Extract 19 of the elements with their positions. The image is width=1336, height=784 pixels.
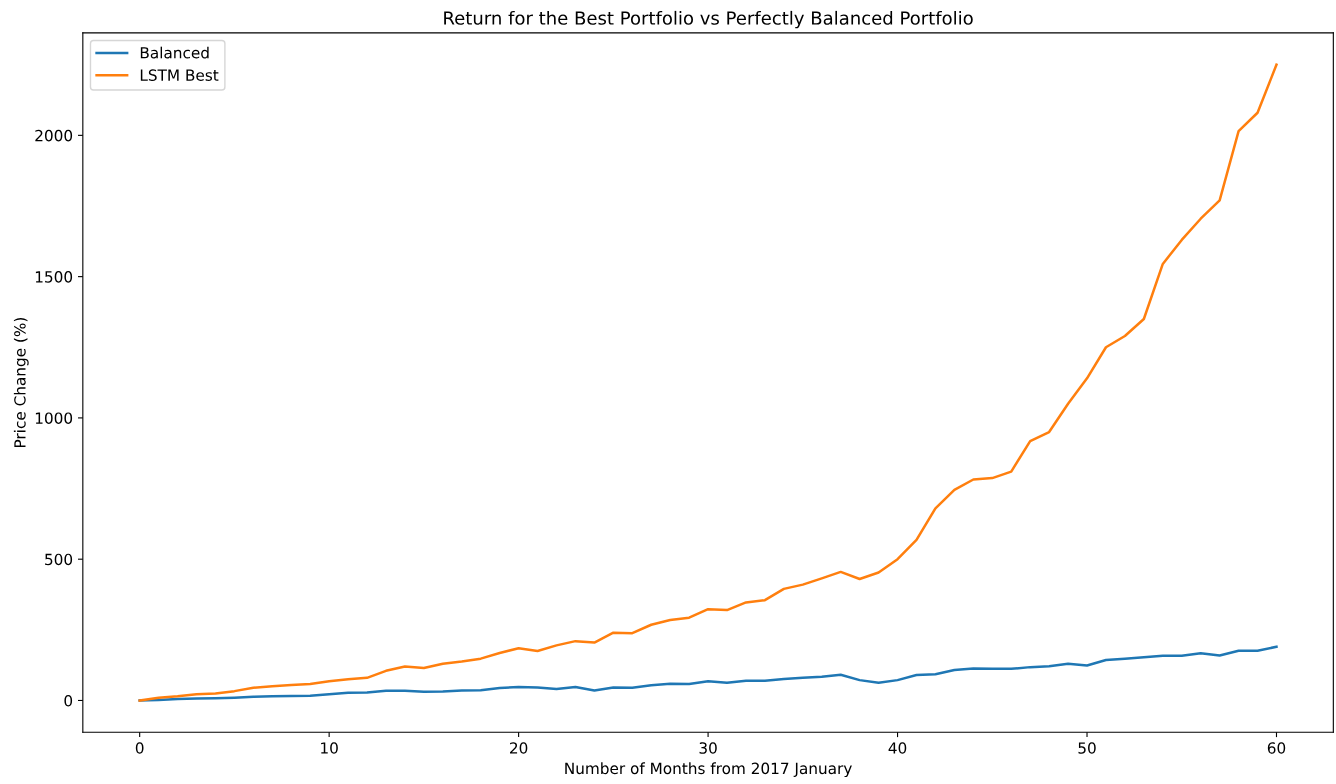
line-series <box>138 645 1278 702</box>
y-tick-label: 2000 <box>35 129 73 142</box>
y-tick-label: 0 <box>64 694 73 707</box>
chart-title: Return for the Best Portfolio vs Perfectly Balanced Portfolio <box>444 10 973 29</box>
legend-label: Balanced <box>140 46 209 59</box>
x-tick-label: 0 <box>135 742 144 754</box>
x-tick-label: 20 <box>510 742 528 754</box>
x-tick-label: 40 <box>888 742 907 754</box>
x-tick-label: 60 <box>1267 742 1286 754</box>
x-tick-label: 30 <box>699 742 717 754</box>
y-axis-title: Price Change (%) <box>13 317 29 448</box>
line-series <box>138 63 1278 702</box>
legend-label: LSTM Best <box>140 69 219 81</box>
y-tick-label: 1500 <box>35 271 73 283</box>
x-axis-title: Number of Months from 2017 January <box>565 762 852 778</box>
x-tick-label: 10 <box>321 742 338 754</box>
y-tick-label: 1000 <box>35 412 73 424</box>
y-tick-label: 500 <box>45 553 73 566</box>
x-tick-label: 50 <box>1078 742 1096 754</box>
